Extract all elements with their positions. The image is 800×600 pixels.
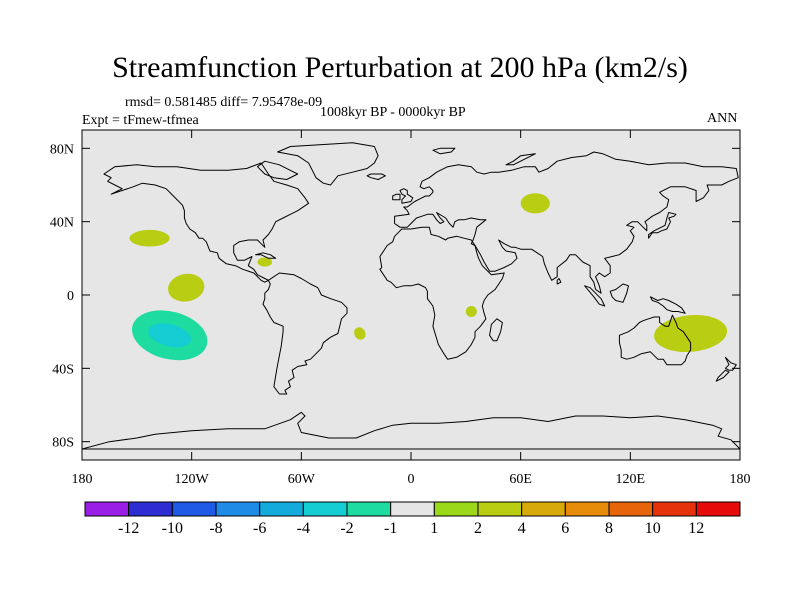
coastline-iceland <box>366 173 386 180</box>
coastline-greenland <box>277 142 379 186</box>
coastline-africa <box>379 226 505 360</box>
x-tick-label: 60E <box>509 472 532 487</box>
x-tick-label: 180 <box>730 472 751 487</box>
coastline-ireland <box>392 193 401 201</box>
coastline-australia <box>618 314 692 366</box>
colorbar-swatch <box>215 501 261 517</box>
x-tick-label: 0 <box>408 472 415 487</box>
coastline-new-zealand <box>724 356 737 371</box>
colorbar-swatch <box>433 501 479 517</box>
anomaly-middle-east <box>475 235 552 256</box>
y-tick-label: 80N <box>50 142 74 157</box>
x-tick-label: 180 <box>72 472 93 487</box>
colorbar-swatch <box>695 501 741 517</box>
y-tick-label: 40N <box>50 216 74 231</box>
colorbar-label: 8 <box>605 520 613 537</box>
anomaly-south-pacific-core <box>148 323 192 348</box>
colorbar-label: -10 <box>162 520 183 537</box>
colorbar-swatch <box>477 501 523 517</box>
colorbar-label: -1 <box>384 520 397 537</box>
coastline-new-zealand-south <box>715 369 730 382</box>
chart-title: Streamfunction Perturbation at 200 hPa (… <box>112 51 688 84</box>
colorbar-swatch <box>302 501 348 517</box>
x-tick-label: 120E <box>616 472 646 487</box>
x-tick-label: 120W <box>175 472 210 487</box>
colorbar-label: 4 <box>518 520 526 537</box>
coastline-baffin <box>257 160 299 180</box>
x-tick-label: 60W <box>288 472 316 487</box>
coastline-antarctica <box>82 411 740 450</box>
y-tick-label: 80S <box>52 436 74 451</box>
coastline-new-guinea <box>649 296 686 314</box>
coastline-cuba <box>255 252 277 259</box>
anomaly-tropical-east-pacific <box>168 273 205 302</box>
coastline-uk <box>399 188 414 204</box>
coastline-north-america <box>103 162 310 283</box>
coastline-sumatra <box>584 285 606 307</box>
coastline-madagascar <box>489 318 503 342</box>
colorbar-swatch <box>564 501 610 517</box>
colorbar-label: 2 <box>474 520 482 537</box>
coastline-novaya-zemlya <box>505 153 536 166</box>
coastline-borneo <box>609 283 629 303</box>
coastline-sri-lanka <box>556 278 562 285</box>
experiment-label: Expt = tFmew-tfmea <box>82 113 199 128</box>
colorbar-swatch <box>521 501 566 517</box>
anomaly-south-atlantic <box>354 327 366 340</box>
anomaly-australia <box>654 314 728 353</box>
colorbar-label: -12 <box>118 520 139 537</box>
season-label: ANN <box>707 111 738 126</box>
colorbar-label: 12 <box>688 520 704 537</box>
anomaly-japan <box>666 211 697 229</box>
anomaly-central-asia <box>520 193 550 214</box>
coastline-south-america <box>262 272 348 395</box>
anomaly-east-africa <box>465 306 477 317</box>
colorbar-label: -4 <box>297 520 310 537</box>
colorbar-swatch <box>84 501 130 517</box>
coastline-japan <box>648 212 677 239</box>
colorbar-swatch <box>171 501 217 517</box>
coastline-eurasia <box>394 151 739 294</box>
y-tick-label: 0 <box>67 289 74 304</box>
colorbar-swatch <box>652 501 697 517</box>
colorbar-label: -8 <box>209 520 222 537</box>
y-tick-label: 40S <box>52 362 74 377</box>
colorbar-label: -2 <box>340 520 353 537</box>
colorbar-swatch <box>390 501 435 517</box>
coastline-svalbard <box>432 147 456 155</box>
period-label: 1008kyr BP - 0000kyr BP <box>320 105 466 120</box>
colorbar-swatch <box>608 501 654 517</box>
colorbar-swatch <box>128 501 173 517</box>
anomaly-caribbean <box>257 257 273 267</box>
stats-label: rmsd= 0.581485 diff= 7.95478e-09 <box>125 95 323 110</box>
anomaly-north-pacific <box>129 229 170 247</box>
colorbar-label: -6 <box>253 520 266 537</box>
colorbar-swatch <box>346 501 392 517</box>
colorbar-label: 10 <box>645 520 661 537</box>
colorbar-swatch <box>259 501 304 517</box>
anomaly-indian-ocean <box>560 306 613 335</box>
anomaly-north-atlantic <box>312 230 320 235</box>
colorbar-label: 1 <box>430 520 438 537</box>
colorbar-label: 6 <box>561 520 569 537</box>
